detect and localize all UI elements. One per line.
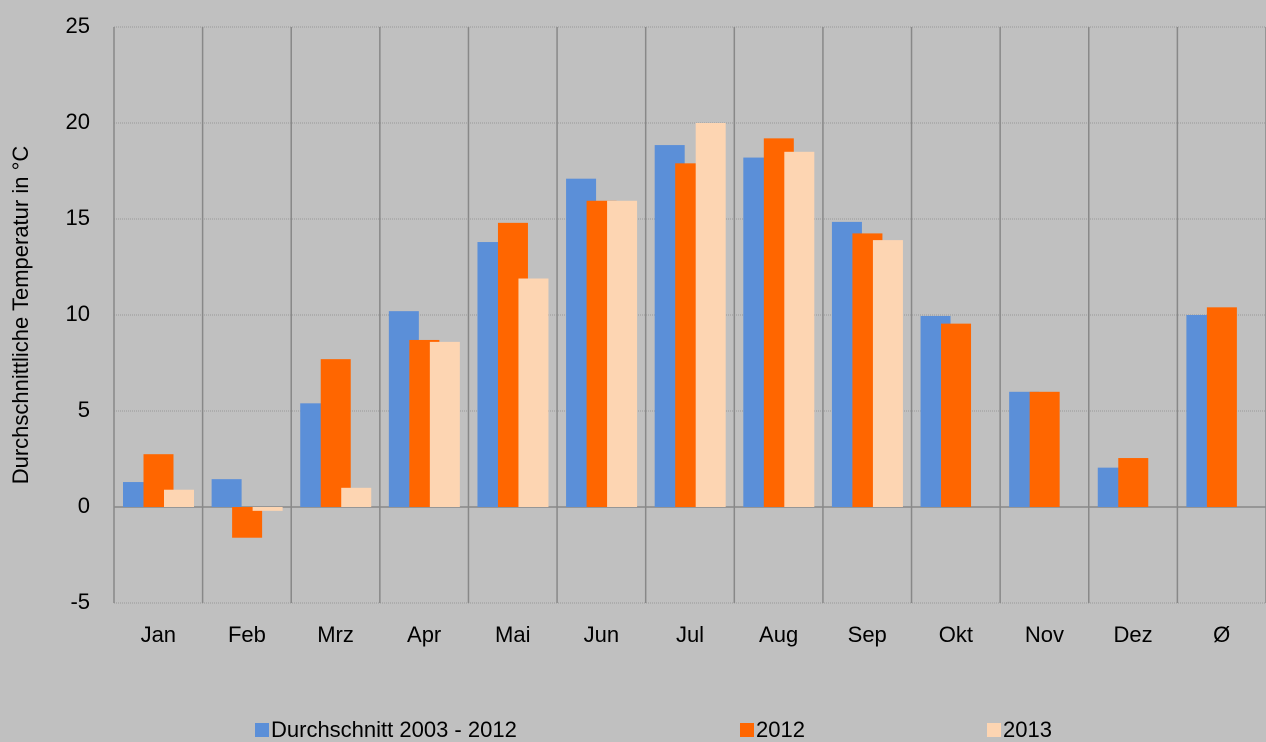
x-tick-label: Aug <box>759 622 798 647</box>
x-tick-label: Jul <box>676 622 704 647</box>
x-tick-label: Okt <box>939 622 973 647</box>
legend-swatch <box>255 723 269 737</box>
bar <box>1118 458 1149 507</box>
y-tick-label: -5 <box>70 589 90 614</box>
x-tick-label: Sep <box>848 622 887 647</box>
y-tick-label: 5 <box>78 397 90 422</box>
x-tick-label: Dez <box>1114 622 1153 647</box>
y-tick-label: 10 <box>66 301 90 326</box>
bar <box>320 359 351 507</box>
y-tick-label: 15 <box>66 205 90 230</box>
legend-label: Durchschnitt 2003 - 2012 <box>271 717 517 742</box>
bar <box>872 240 903 507</box>
y-tick-label: 25 <box>66 13 90 38</box>
y-axis-title: Durchschnittliche Temperatur in °C <box>8 146 33 485</box>
y-tick-label: 0 <box>78 493 90 518</box>
x-tick-label: Mai <box>495 622 530 647</box>
x-tick-label: Mrz <box>317 622 354 647</box>
legend-swatch <box>740 723 754 737</box>
bar <box>429 341 460 507</box>
bar <box>1206 307 1237 507</box>
x-tick-label: Feb <box>228 622 266 647</box>
bar <box>784 151 815 508</box>
bar <box>1029 391 1060 507</box>
bar <box>232 507 263 538</box>
legend-label: 2013 <box>1003 717 1052 742</box>
bar <box>341 487 372 507</box>
y-tick-label: 20 <box>66 109 90 134</box>
bar <box>695 123 726 507</box>
legend-swatch <box>987 723 1001 737</box>
bar <box>518 278 549 507</box>
x-tick-label: Nov <box>1025 622 1064 647</box>
bar <box>941 323 972 507</box>
x-tick-label: Apr <box>407 622 441 647</box>
bar <box>211 479 242 507</box>
x-tick-label: Jun <box>584 622 619 647</box>
x-tick-label: Jan <box>141 622 176 647</box>
bar <box>607 200 638 507</box>
bar <box>164 489 194 507</box>
bar <box>252 507 283 511</box>
legend-label: 2012 <box>756 717 805 742</box>
x-tick-label: Ø <box>1213 622 1230 647</box>
